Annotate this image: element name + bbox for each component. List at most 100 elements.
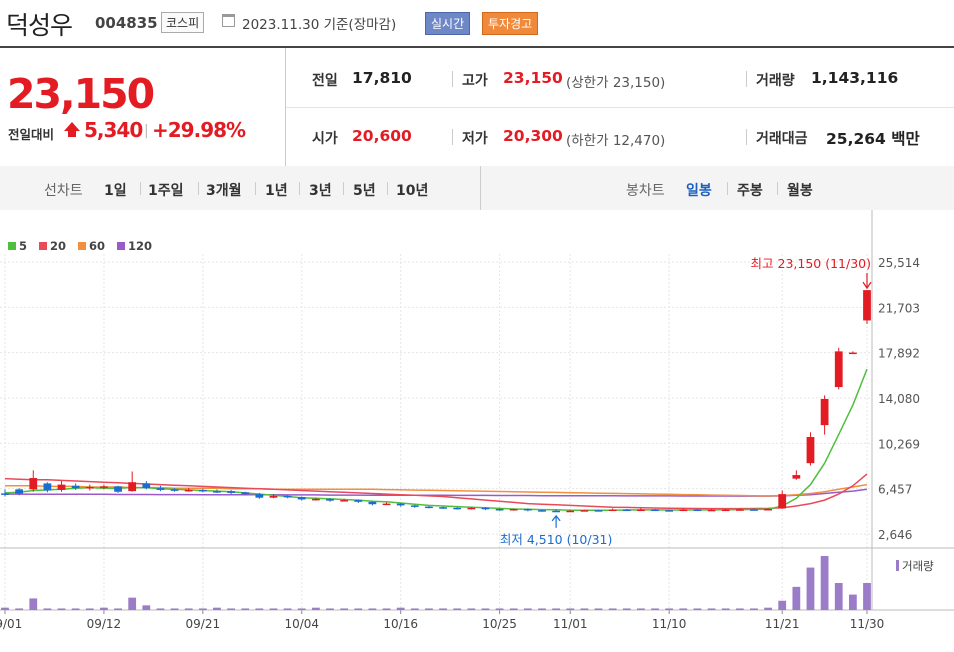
amount-label: 거래대금 (756, 131, 808, 147)
candle-body (340, 500, 349, 502)
volume-bar (241, 608, 250, 610)
low-value: 20,300 (503, 127, 563, 145)
candle-daily[interactable]: 일봉 (686, 183, 712, 199)
stock-header (0, 0, 954, 48)
candle-body (608, 509, 617, 512)
candle-body (156, 488, 165, 490)
candle-body (241, 492, 250, 495)
volume-bar (368, 608, 377, 610)
price-chart[interactable]: 25,514 21,703 17,892 14,080 10,269 6,457 2,646… (0, 210, 954, 652)
volume-bar (735, 608, 744, 610)
y-tick-label: 25,514 (878, 256, 920, 270)
candle-body (283, 495, 292, 498)
volume-bar (340, 608, 349, 610)
candle (57, 481, 66, 492)
candle-body (255, 494, 264, 498)
y-tick-label: 17,892 (878, 347, 920, 361)
volume-bar (750, 608, 758, 610)
base-date: 2023.11.30 기준(장마감) (242, 17, 397, 33)
volume-bar (806, 567, 815, 610)
candle-body (43, 483, 52, 491)
candle (213, 489, 221, 493)
candle-body (622, 509, 631, 512)
candle (735, 508, 744, 511)
candle (269, 494, 278, 499)
candle (566, 509, 575, 513)
candle (538, 509, 546, 512)
volume-bar (834, 583, 843, 610)
y-tick-label: 21,703 (878, 301, 920, 315)
volume-bar (820, 556, 829, 610)
volume-bar (156, 608, 165, 610)
volume-bar (523, 608, 532, 610)
candle-weekly[interactable]: 주봉 (737, 183, 763, 199)
range-3m[interactable]: 3개월 (206, 183, 242, 199)
prev-close-value: 17,810 (352, 69, 412, 87)
volume-bar (453, 608, 462, 610)
candle-body (57, 484, 66, 490)
candle (778, 490, 787, 509)
divider (746, 129, 747, 145)
x-tick-label: 09/21 (186, 617, 221, 631)
candle-body (566, 510, 575, 513)
candle-body (128, 482, 137, 492)
candle-body (439, 507, 447, 509)
legend-swatch (8, 242, 16, 250)
candle-body (170, 489, 179, 491)
volume-bar (184, 608, 193, 610)
volume-bar (227, 608, 235, 610)
change-label: 전일대비 (8, 127, 55, 142)
candle-body (481, 507, 490, 510)
candle-body (538, 510, 546, 512)
range-3y[interactable]: 3년 (309, 183, 332, 199)
candle (820, 395, 829, 435)
volume-bar (142, 605, 151, 610)
volume-bar (792, 586, 801, 610)
y-tick-label: 14,080 (878, 392, 920, 406)
high-label: 고가 (462, 73, 488, 89)
legend-label: 5 (19, 239, 27, 253)
volume-bar (396, 607, 405, 610)
candle-body (806, 437, 815, 464)
realtime-badge[interactable]: 실시간 (425, 12, 471, 35)
candle (764, 508, 772, 511)
candle-body (792, 475, 801, 479)
x-tick-label: 10/25 (482, 617, 517, 631)
volume-bar (848, 594, 857, 610)
divider (727, 182, 728, 195)
volume-bar (693, 608, 702, 610)
range-1w[interactable]: 1주일 (148, 183, 184, 199)
volume-bar (721, 608, 730, 610)
candle-body (594, 510, 603, 512)
candle (382, 502, 391, 506)
candle-body (382, 503, 391, 506)
volume-bar (71, 608, 80, 610)
volume-bar (311, 607, 320, 610)
candle (637, 508, 645, 512)
candle-body (637, 509, 645, 512)
volume-bar (580, 608, 589, 610)
candle (594, 509, 603, 512)
candle (142, 481, 151, 490)
candle-body (114, 486, 122, 492)
range-1d[interactable]: 1일 (104, 183, 127, 199)
candle (241, 491, 250, 496)
volume-bar (100, 607, 108, 610)
candle (750, 508, 758, 511)
candle (43, 482, 52, 493)
current-price: 23,150 (7, 70, 155, 118)
candle (368, 501, 377, 506)
range-5y[interactable]: 5년 (353, 183, 376, 199)
volume-bar (297, 608, 306, 610)
range-10y[interactable]: 10년 (396, 183, 429, 199)
volume-bar (198, 608, 207, 610)
range-1y[interactable]: 1년 (265, 183, 288, 199)
divider (777, 182, 778, 195)
volume-bar (283, 608, 292, 610)
y-tick-label: 6,457 (878, 483, 912, 497)
candle-monthly[interactable]: 월봉 (787, 183, 813, 199)
volume-legend-swatch (896, 560, 899, 571)
candle (608, 508, 617, 512)
candle (15, 488, 24, 496)
candle (198, 488, 207, 493)
